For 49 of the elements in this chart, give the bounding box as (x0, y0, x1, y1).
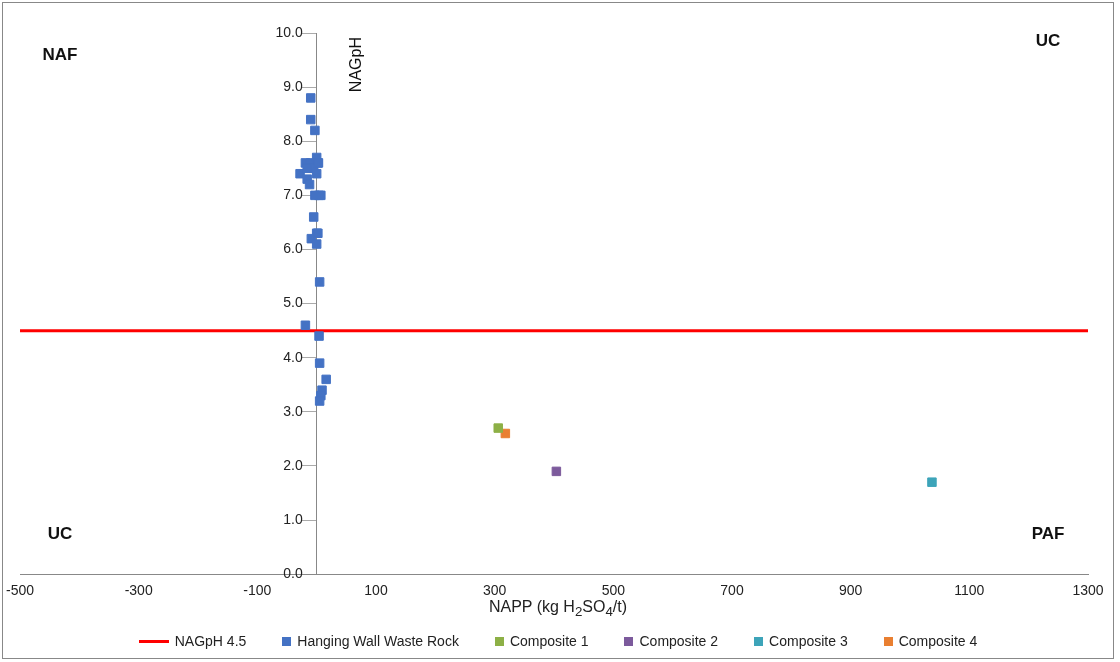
x-tick-label: 300 (482, 582, 507, 599)
point (314, 331, 324, 341)
x-axis-title: NAPP (kg H$_{2}$SO$_{4}$/t) (487, 598, 629, 620)
x-tick-label: -300 (124, 582, 153, 599)
annotation: UC (47, 523, 73, 543)
annotation: UC (1035, 30, 1061, 50)
legend-label: Hanging Wall Waste Rock (297, 633, 459, 649)
x-tick-label: 1300 (1072, 582, 1104, 599)
y-tick-label: 10.0 (275, 23, 317, 40)
point (314, 277, 325, 287)
legend-label: Composite 2 (639, 633, 719, 649)
y-tick-label: 8.0 (283, 132, 317, 149)
x-tick-label: 100 (364, 582, 388, 599)
point (493, 423, 503, 433)
point (300, 320, 311, 330)
legend-label: NAGpH 4.5 (174, 633, 247, 649)
point (306, 114, 316, 125)
x-tick-label: 700 (720, 582, 744, 599)
y-tick-label: 0.0 (283, 565, 317, 582)
y-tick-label: 7.0 (283, 186, 317, 203)
y-tick-label: 1.0 (283, 510, 317, 527)
legend-label: Composite 4 (898, 633, 978, 649)
y-tick-label: 5.0 (283, 294, 317, 311)
y-tick-label: 9.0 (283, 77, 317, 94)
y-tick-label: 2.0 (283, 456, 317, 473)
point (551, 466, 562, 477)
annotation: NAF (42, 44, 78, 64)
x-tick-label: 900 (838, 582, 863, 599)
point (308, 212, 319, 222)
y-tick-label: 4.0 (283, 348, 317, 365)
point (306, 93, 316, 103)
point (311, 168, 322, 179)
point (311, 239, 322, 249)
x-tick-label: -100 (243, 582, 272, 599)
y-tick-label: 6.0 (283, 240, 317, 257)
point (927, 477, 937, 487)
x-tick-label: 1100 (954, 582, 985, 599)
point (310, 125, 320, 136)
point (314, 396, 325, 406)
point (314, 358, 325, 368)
point (304, 179, 315, 190)
x-tick-label: 500 (601, 582, 626, 599)
annotation: PAF (1031, 523, 1065, 543)
x-tick-label: -500 (5, 582, 35, 599)
y-tick-label: 3.0 (283, 402, 317, 419)
legend-label: Composite 3 (769, 633, 848, 649)
legend-label: Composite 1 (509, 633, 589, 649)
y-axis-title: NAGpH (347, 37, 365, 93)
point (321, 374, 331, 385)
